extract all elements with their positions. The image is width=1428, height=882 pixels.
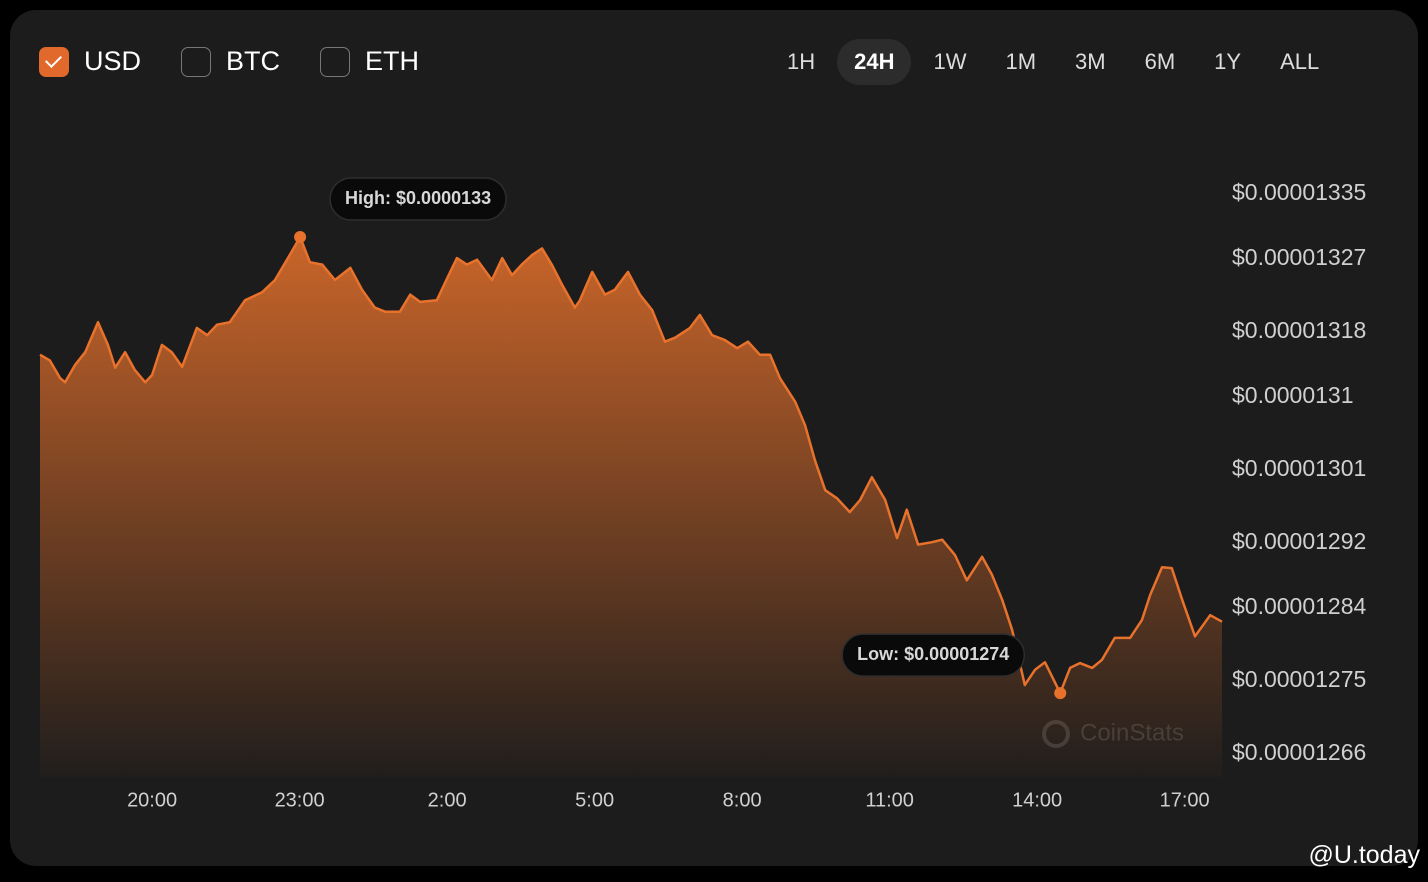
checkbox[interactable] xyxy=(181,46,212,77)
range-button[interactable]: 1H xyxy=(787,49,816,74)
callout-box xyxy=(841,633,1026,677)
y-tick-label: $0.00001327 xyxy=(1232,244,1366,270)
extreme-marker xyxy=(1054,687,1067,700)
extreme-marker xyxy=(294,231,307,244)
range-button[interactable]: 24H xyxy=(837,39,912,85)
range-button[interactable]: 3M xyxy=(1075,49,1106,74)
y-tick-label: $0.00001266 xyxy=(1232,739,1366,765)
currency-toggle[interactable]: ETH xyxy=(320,46,419,77)
y-tick-label: $0.00001335 xyxy=(1232,179,1366,205)
range-button[interactable]: 1M xyxy=(1005,49,1037,74)
currency-label: USD xyxy=(84,46,142,76)
currency-label: ETH xyxy=(365,46,420,76)
currency-toggle[interactable]: BTC xyxy=(181,46,280,77)
checkbox[interactable] xyxy=(39,46,69,77)
y-tick-label: $0.00001318 xyxy=(1232,317,1366,343)
checkbox[interactable] xyxy=(320,46,351,77)
x-tick-label: 14:00 xyxy=(1012,789,1062,811)
y-tick-label: $0.0000131 xyxy=(1232,382,1354,408)
range-button[interactable]: 1Y xyxy=(1214,49,1242,74)
y-tick-label: $0.00001301 xyxy=(1232,455,1366,481)
currency-toggles: USD BTC ETH xyxy=(39,46,419,77)
range-button[interactable]: ALL xyxy=(1280,49,1320,74)
range-buttons: 1H 24H 1W 1M 3M 6M 1Y ALL xyxy=(770,39,1336,85)
callout-label: Low: $0.00001274 xyxy=(857,644,1009,664)
x-tick-label: 5:00 xyxy=(575,789,614,811)
callout-box xyxy=(329,177,507,221)
range-button[interactable]: 1W xyxy=(933,49,967,74)
y-tick-label: $0.00001284 xyxy=(1232,593,1367,619)
y-tick-label: $0.00001275 xyxy=(1232,666,1366,692)
x-tick-label: 17:00 xyxy=(1160,789,1210,811)
callout: Low: $0.00001274 xyxy=(841,633,1026,677)
y-tick-label: $0.00001292 xyxy=(1232,528,1366,554)
x-tick-label: 8:00 xyxy=(723,789,762,811)
callout: High: $0.0000133 xyxy=(329,177,507,221)
x-tick-label: 11:00 xyxy=(865,789,914,811)
currency-label: BTC xyxy=(226,46,281,76)
currency-toggle[interactable]: USD xyxy=(39,46,141,77)
x-tick-label: 2:00 xyxy=(428,789,467,811)
credit: @U.today xyxy=(1308,841,1420,869)
callout-label: High: $0.0000133 xyxy=(345,188,491,208)
x-tick-label: 20:00 xyxy=(127,789,177,811)
range-button[interactable]: 6M xyxy=(1144,49,1176,74)
x-tick-label: 23:00 xyxy=(275,789,325,811)
area-fill xyxy=(40,237,1222,778)
